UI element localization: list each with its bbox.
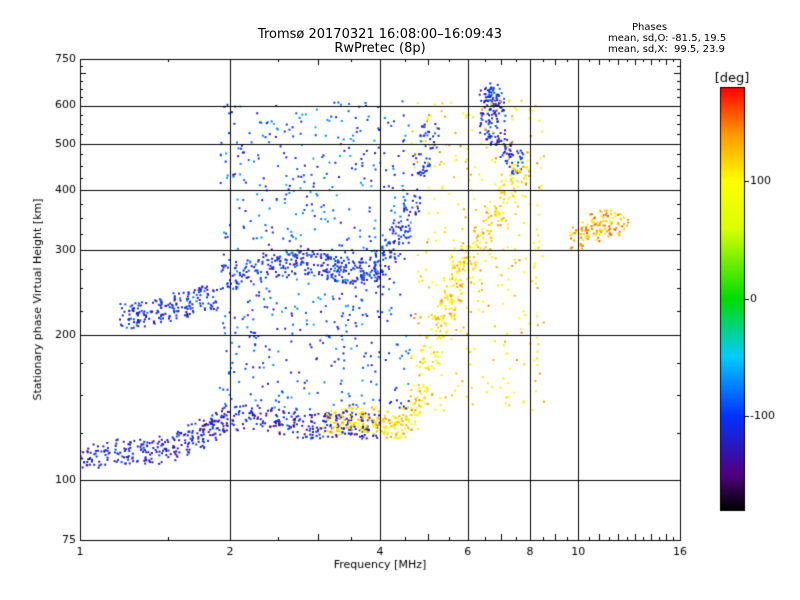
phase-stats: Phases mean, sd,O: -81.5, 19.5 mean, sd,… [598,22,798,55]
chart-title: Tromsø 20170321 16:08:00–16:09:43 [257,27,503,42]
phase-o-stats: mean, sd,O: -81.5, 19.5 [608,33,727,44]
phase-x-stats: mean, sd,X: 99.5, 23.9 [608,44,725,55]
phase-heading: Phases [632,22,668,33]
chart-subtitle: RwPretec (8p) [334,41,426,56]
